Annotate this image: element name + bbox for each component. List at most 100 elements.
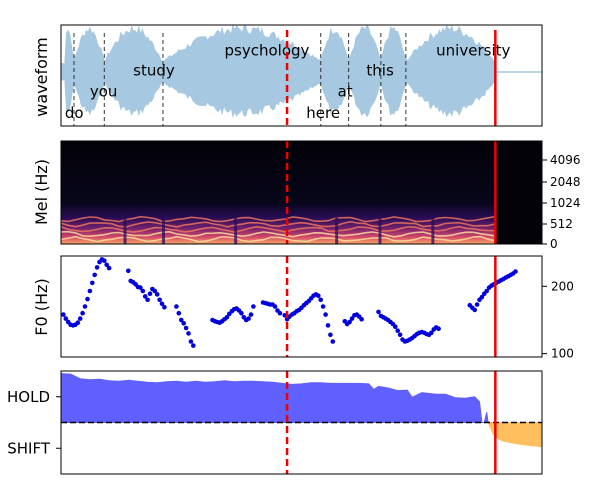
f0-point — [349, 316, 355, 321]
f0-point — [104, 262, 109, 268]
f0-point — [152, 288, 158, 294]
f0-point — [82, 304, 88, 309]
f0-marker-lines — [285, 256, 497, 357]
f0-point — [183, 325, 189, 331]
mel-harmonic-band — [60, 215, 496, 223]
f0-point — [474, 302, 480, 307]
f0-point — [395, 328, 401, 334]
f0-point — [376, 309, 381, 315]
mel-marker-lines — [285, 141, 497, 244]
f0-point — [325, 323, 331, 328]
f0-point — [248, 312, 254, 317]
f0-point — [320, 304, 326, 309]
waveform-ylabel: waveform — [32, 37, 51, 117]
f0-point — [277, 310, 283, 316]
word-label: university — [436, 41, 510, 59]
hold-area — [60, 373, 489, 423]
turn-marker-lines — [285, 371, 497, 474]
turn-ytick-label: SHIFT — [7, 439, 51, 457]
mel-pause-gap — [378, 214, 382, 244]
word-label: here — [306, 104, 340, 122]
word-boundary-lines — [73, 33, 407, 126]
f0-point — [484, 288, 490, 294]
mel-ytick-label: 512 — [550, 217, 573, 231]
f0-point — [251, 304, 256, 309]
turn-areas — [60, 373, 543, 448]
f0-frame — [60, 255, 543, 358]
f0-point — [393, 324, 398, 330]
f0-point — [174, 304, 179, 309]
f0-point — [126, 268, 131, 274]
f0-point — [92, 272, 97, 278]
word-label: study — [133, 62, 175, 80]
f0-point — [140, 288, 146, 294]
word-label: at — [338, 83, 353, 101]
mel-harmonic-band — [60, 220, 496, 228]
mel-yticks: 0 512 1024 2048 4096 — [542, 153, 581, 251]
mel-ytick-label: 1024 — [550, 196, 581, 210]
mel-harmonic-band — [60, 235, 496, 243]
f0-point — [246, 316, 251, 321]
f0-point — [436, 326, 441, 332]
f0-point — [239, 310, 244, 316]
waveform-frame — [60, 24, 543, 127]
f0-point — [159, 301, 165, 307]
mel-harmonic-band — [60, 225, 496, 233]
f0-point — [157, 297, 162, 303]
mel-panel: 0 512 1024 2048 4096 Mel (Hz) — [32, 140, 581, 251]
f0-point — [102, 258, 107, 264]
f0-point — [179, 317, 184, 323]
f0-point — [272, 304, 278, 309]
word-label: this — [366, 62, 394, 80]
mel-ytick-label: 2048 — [550, 175, 581, 189]
f0-point — [316, 293, 321, 299]
mel-ytick-label: 4096 — [550, 153, 581, 167]
mel-pause-gap — [162, 214, 166, 244]
f0-point — [188, 339, 194, 344]
mel-pause-gap — [234, 214, 238, 244]
word-label: psychology — [225, 41, 310, 59]
word-label: you — [90, 83, 118, 101]
f0-point — [181, 321, 186, 326]
mel-spectrogram-image — [60, 141, 542, 244]
f0-point — [75, 320, 81, 326]
mel-ylabel: Mel (Hz) — [32, 159, 51, 225]
mel-harmonic-band — [60, 230, 496, 238]
turn-yticks: HOLD SHIFT — [7, 388, 61, 457]
f0-point — [154, 292, 160, 297]
f0-point — [328, 332, 333, 338]
mel-frame — [60, 140, 543, 245]
turn-ytick-label: HOLD — [7, 388, 50, 406]
f0-point — [176, 310, 182, 316]
f0-point — [147, 291, 153, 297]
f0-point — [85, 296, 90, 302]
f0-point — [318, 297, 324, 303]
mel-pause-gap — [431, 214, 435, 244]
f0-ytick-label: 100 — [551, 347, 574, 361]
f0-ylabel: F0 (Hz) — [32, 278, 51, 335]
f0-point — [90, 280, 95, 286]
f0-point — [186, 331, 191, 336]
f0-point — [347, 319, 352, 325]
f0-point — [138, 285, 143, 290]
mel-silence-region — [495, 141, 542, 244]
f0-point — [63, 316, 69, 321]
f0-ytick-label: 200 — [551, 279, 574, 293]
turn-frame — [60, 370, 543, 475]
mel-ytick-label: 0 — [550, 237, 558, 251]
f0-point — [106, 265, 112, 271]
word-label: do — [65, 104, 84, 122]
f0-point — [87, 288, 93, 294]
f0-point — [77, 316, 83, 321]
f0-point — [61, 312, 66, 317]
mel-pause-gap — [123, 214, 127, 244]
f0-point — [145, 297, 150, 303]
f0-point — [162, 304, 167, 310]
f0-point — [513, 269, 518, 274]
f0-point — [429, 330, 434, 336]
waveform-marker-lines — [285, 30, 497, 126]
f0-scatter-points — [61, 257, 518, 348]
mel-pause-gap — [335, 214, 339, 244]
